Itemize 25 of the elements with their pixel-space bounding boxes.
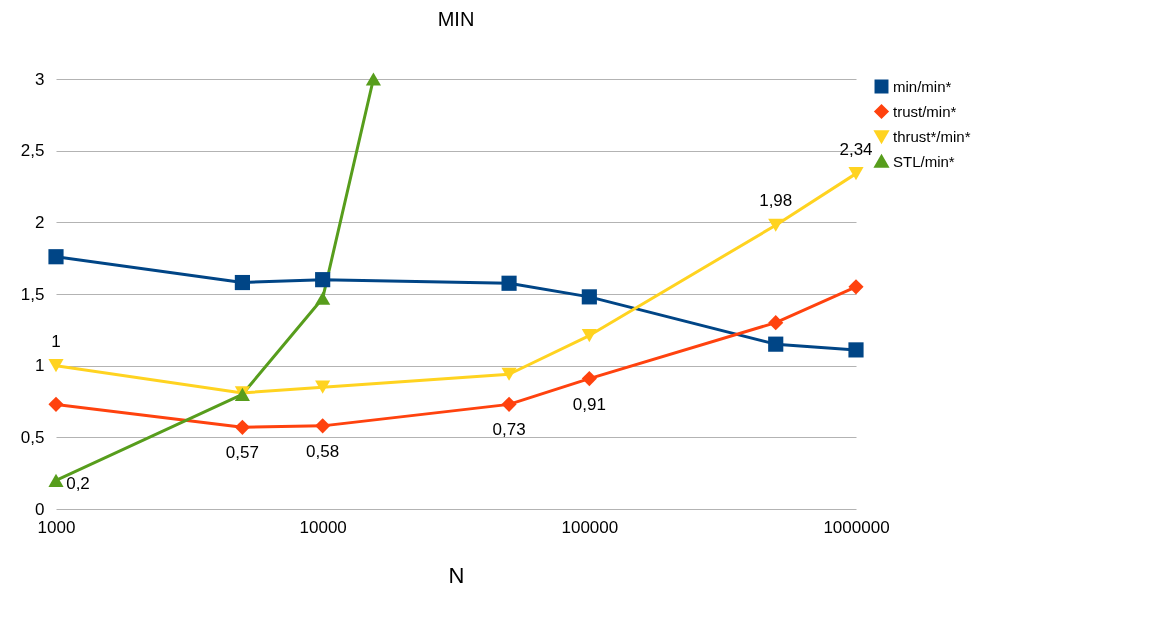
y-tick-label: 3: [35, 69, 45, 89]
data-label: 1: [51, 331, 61, 351]
y-tick-label: 2,5: [20, 141, 45, 161]
legend-label: min/min*: [893, 77, 952, 95]
data-label: 2,34: [839, 139, 873, 159]
y-tick-label: 0,5: [20, 427, 45, 447]
y-tick-label: 0: [35, 499, 45, 519]
data-label: 0,57: [225, 443, 259, 463]
x-tick-label: 1000000: [823, 517, 890, 537]
y-tick-label: 2: [35, 212, 45, 232]
x-tick-label: 1000: [37, 517, 76, 537]
data-label: 0,91: [572, 394, 606, 414]
x-tick-label: 100000: [561, 517, 619, 537]
x-tick-label: 10000: [299, 517, 347, 537]
y-tick-label: 1: [35, 356, 45, 376]
y-tick-label: 1,5: [20, 284, 45, 304]
data-label: 1,98: [759, 191, 793, 211]
legend-label: STL/min*: [893, 152, 955, 170]
legend-label: trust/min*: [893, 102, 957, 120]
data-label: 0,58: [306, 441, 340, 461]
data-label: 0,2: [66, 474, 90, 494]
legend-label: thrust*/min*: [893, 127, 971, 145]
chart-title: MIN: [437, 8, 475, 30]
data-label: 0,73: [492, 420, 526, 440]
x-axis-title: N: [448, 562, 465, 588]
